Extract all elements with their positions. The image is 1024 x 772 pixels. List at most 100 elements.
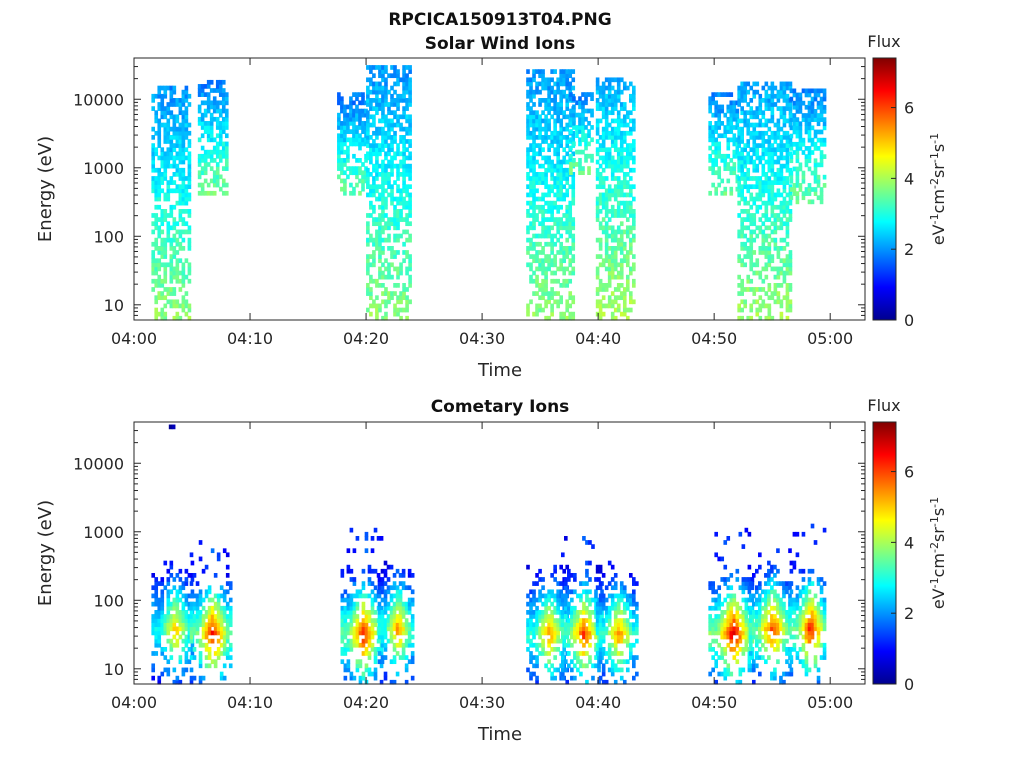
heatmap-cell xyxy=(362,676,366,681)
heatmap-cell xyxy=(629,201,633,206)
heatmap-cell xyxy=(765,131,769,136)
heatmap-cell xyxy=(154,594,158,599)
heatmap-cell xyxy=(573,589,577,594)
heatmap-cell xyxy=(347,659,351,664)
heatmap-cell xyxy=(599,242,603,247)
heatmap-cell xyxy=(408,82,412,87)
heatmap-cell xyxy=(535,160,539,165)
heatmap-cell xyxy=(617,602,621,607)
heatmap-cell xyxy=(396,312,400,317)
colorbar-tick-label: 4 xyxy=(904,169,914,188)
heatmap-cell xyxy=(611,565,615,570)
heatmap-cell xyxy=(571,246,575,251)
heatmap-cell xyxy=(346,146,350,151)
heatmap-cell xyxy=(765,123,769,128)
heatmap-cell xyxy=(635,614,639,619)
heatmap-cell xyxy=(547,123,551,128)
heatmap-cell xyxy=(632,299,636,304)
heatmap-cell xyxy=(353,581,357,586)
heatmap-cell xyxy=(381,217,385,222)
heatmap-cell xyxy=(396,651,400,656)
heatmap-cell xyxy=(817,175,821,180)
heatmap-cell xyxy=(796,175,800,180)
heatmap-cell xyxy=(201,133,205,138)
heatmap-cell xyxy=(408,238,412,243)
heatmap-cell xyxy=(366,242,370,247)
heatmap-cell xyxy=(768,176,772,181)
heatmap-cell xyxy=(151,98,155,103)
heatmap-cell xyxy=(366,283,370,288)
heatmap-cell xyxy=(573,577,577,582)
heatmap-cell xyxy=(343,133,347,138)
heatmap-cell xyxy=(366,94,370,99)
heatmap-cell xyxy=(602,639,606,644)
heatmap-cell xyxy=(157,119,161,124)
heatmap-cell xyxy=(199,540,203,545)
heatmap-cell xyxy=(381,659,385,664)
heatmap-cell xyxy=(346,154,350,159)
heatmap-cell xyxy=(629,193,633,198)
heatmap-cell xyxy=(808,134,812,139)
heatmap-cell xyxy=(789,82,793,87)
heatmap-cell xyxy=(225,92,229,97)
heatmap-cell xyxy=(561,676,565,681)
heatmap-cell xyxy=(746,168,750,173)
heatmap-cell xyxy=(623,176,627,181)
heatmap-cell xyxy=(629,647,633,652)
heatmap-cell xyxy=(632,147,636,152)
heatmap-cell xyxy=(544,139,548,144)
heatmap-cell xyxy=(596,151,600,156)
heatmap-cell xyxy=(176,114,180,119)
heatmap-cell xyxy=(151,250,155,255)
heatmap-cell xyxy=(714,162,718,167)
heatmap-cell xyxy=(405,230,409,235)
heatmap-cell xyxy=(708,109,712,114)
heatmap-cell xyxy=(365,622,369,627)
heatmap-cell xyxy=(201,183,205,188)
heatmap-cell xyxy=(355,96,359,101)
heatmap-cell xyxy=(396,569,400,574)
heatmap-cell xyxy=(402,180,406,185)
heatmap-cell xyxy=(384,65,388,70)
heatmap-cell xyxy=(396,221,400,226)
heatmap-cell xyxy=(789,299,793,304)
heatmap-cell xyxy=(623,585,627,590)
heatmap-cell xyxy=(384,561,388,566)
heatmap-cell xyxy=(366,86,370,91)
heatmap-cell xyxy=(811,150,815,155)
heatmap-cell xyxy=(157,193,161,198)
heatmap-cell xyxy=(229,585,233,590)
heatmap-cell xyxy=(823,142,827,147)
heatmap-cell xyxy=(568,209,572,214)
heatmap-cell xyxy=(341,639,345,644)
heatmap-cell xyxy=(547,94,551,99)
heatmap-cell xyxy=(199,594,203,599)
heatmap-cell xyxy=(547,606,551,611)
heatmap-cell xyxy=(623,291,627,296)
heatmap-cell xyxy=(720,121,724,126)
heatmap-cell xyxy=(569,129,573,134)
heatmap-cell xyxy=(559,106,563,111)
heatmap-cell xyxy=(368,651,372,656)
figure-title: RPCICA150913T04.PNG xyxy=(388,10,611,30)
heatmap-cell xyxy=(371,643,375,648)
heatmap-cell xyxy=(366,225,370,230)
heatmap-cell xyxy=(783,279,787,284)
heatmap-cell xyxy=(210,166,214,171)
heatmap-cell xyxy=(762,164,766,169)
heatmap-cell xyxy=(390,188,394,193)
heatmap-cell xyxy=(340,146,344,151)
heatmap-cell xyxy=(790,175,794,180)
heatmap-cell xyxy=(572,121,576,126)
heatmap-cell xyxy=(749,86,753,91)
heatmap-cell xyxy=(547,119,551,124)
heatmap-cell xyxy=(213,158,217,163)
heatmap-cell xyxy=(762,110,766,115)
heatmap-cell xyxy=(711,133,715,138)
heatmap-cell xyxy=(384,205,388,210)
heatmap-cell xyxy=(151,254,155,259)
heatmap-cell xyxy=(783,275,787,280)
heatmap-cell xyxy=(564,668,568,673)
heatmap-cell xyxy=(535,213,539,218)
